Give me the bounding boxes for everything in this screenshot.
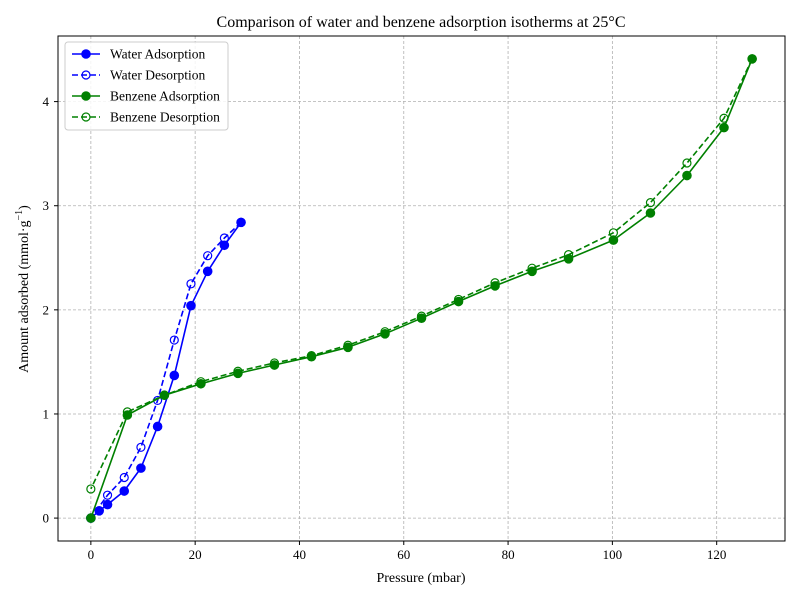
- x-axis: 0 20 40 60 80 100 120: [88, 541, 727, 562]
- data-point: [306, 351, 317, 361]
- legend-label-benzene-adsorption: Benzene Adsorption: [110, 89, 220, 104]
- data-point: [186, 279, 196, 289]
- legend-label-benzene-desorption: Benzene Desorption: [110, 110, 220, 125]
- legend-marker-water-desorption: [81, 70, 91, 80]
- data-point: [86, 513, 96, 523]
- data-point: [416, 313, 427, 323]
- y-tick-label: 0: [43, 511, 50, 526]
- data-point: [719, 113, 729, 123]
- y-tick-label: 3: [43, 198, 50, 213]
- plot-area: [86, 54, 757, 523]
- data-point: [119, 472, 129, 483]
- data-point: [86, 484, 96, 494]
- data-point: [416, 311, 427, 321]
- x-tick-label: 120: [707, 547, 727, 562]
- data-point: [719, 122, 729, 133]
- x-axis-label: Pressure (mbar): [376, 571, 465, 586]
- series-benzene-desorption: [86, 54, 757, 494]
- x-tick-label: 60: [397, 547, 410, 562]
- data-point: [527, 263, 537, 273]
- x-tick-label: 0: [88, 547, 95, 562]
- data-point: [563, 250, 574, 260]
- data-point: [203, 251, 213, 261]
- x-tick-label: 100: [603, 547, 623, 562]
- data-point: [380, 327, 390, 337]
- data-point: [645, 197, 656, 208]
- data-point: [682, 170, 692, 181]
- data-point: [490, 278, 500, 288]
- data-point: [608, 228, 619, 238]
- data-point: [186, 300, 196, 311]
- chart-title: Comparison of water and benzene adsorpti…: [217, 14, 626, 31]
- y-tick-label: 1: [43, 406, 50, 421]
- data-point: [119, 486, 130, 496]
- data-point: [196, 377, 206, 387]
- data-point: [102, 490, 113, 500]
- x-tick-label: 80: [502, 547, 515, 562]
- data-point: [219, 233, 229, 243]
- x-tick-label: 40: [293, 547, 306, 562]
- data-point: [219, 240, 230, 251]
- y-axis-label-tail: ): [17, 205, 32, 210]
- data-point: [136, 442, 146, 452]
- plot-frame: [57, 35, 786, 542]
- data-point: [269, 358, 280, 368]
- series-water-adsorption: [86, 217, 246, 523]
- data-point: [102, 499, 113, 510]
- data-point: [343, 340, 353, 350]
- y-axis-label-exponent: −1: [14, 210, 25, 221]
- y-tick-label: 4: [43, 94, 50, 109]
- legend: Water Adsorption Water Desorption Benzene …: [64, 41, 229, 131]
- data-point: [682, 158, 692, 168]
- legend-label-water-adsorption: Water Adsorption: [110, 47, 206, 62]
- data-point: [453, 294, 464, 305]
- data-point: [747, 54, 757, 64]
- y-tick-label: 2: [43, 302, 50, 317]
- data-point: [645, 208, 656, 218]
- data-point: [136, 463, 146, 473]
- data-point: [152, 421, 163, 432]
- series-line-benzene-desorption: [90, 58, 753, 490]
- data-point: [159, 390, 169, 400]
- legend-label-water-desorption: Water Desorption: [110, 68, 206, 83]
- legend-marker-benzene-adsorption: [81, 91, 91, 101]
- data-point: [202, 266, 213, 277]
- data-point: [169, 335, 179, 345]
- grid: [58, 36, 785, 541]
- series-benzene-adsorption: [86, 54, 757, 523]
- series-water-desorption: [86, 217, 246, 523]
- y-axis-label-main: Amount adsorbed (mmol·g: [17, 220, 32, 372]
- legend-box: [64, 41, 229, 131]
- data-point: [608, 235, 619, 245]
- data-point: [169, 370, 180, 381]
- data-point: [236, 217, 246, 227]
- series-line-water-adsorption: [90, 221, 242, 519]
- data-point: [122, 407, 132, 417]
- data-point: [233, 366, 243, 376]
- legend-marker-benzene-desorption: [81, 112, 91, 122]
- legend-marker-water-adsorption: [81, 49, 91, 59]
- x-tick-label: 20: [189, 547, 202, 562]
- series-line-water-desorption: [90, 221, 242, 519]
- y-axis-label: Amount adsorbed (mmol·g−1): [14, 205, 32, 373]
- y-axis: 0 1 2 3 4: [43, 94, 58, 526]
